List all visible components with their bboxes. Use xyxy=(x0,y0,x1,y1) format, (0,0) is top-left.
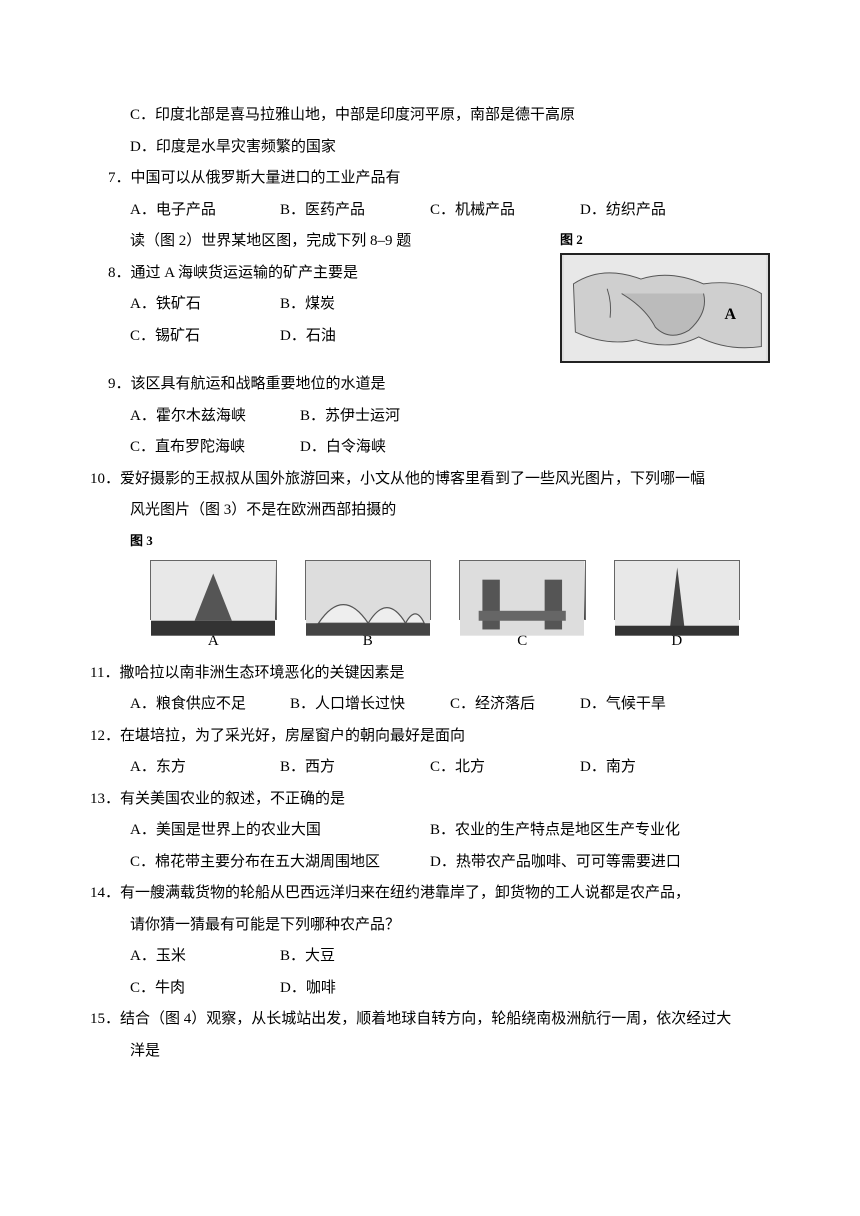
q7-options: A．电子产品 B．医药产品 C．机械产品 D．纺织产品 xyxy=(90,195,770,227)
q12-option-d: D．南方 xyxy=(580,752,730,784)
photo-c: C xyxy=(459,560,586,658)
map-image: A xyxy=(560,253,770,363)
q11-option-a: A．粮食供应不足 xyxy=(130,689,290,721)
q14-stem-line1: 14．有一艘满载货物的轮船从巴西远洋归来在纽约港靠岸了，卸货物的工人说都是农产品… xyxy=(90,878,770,910)
q13-stem: 13．有关美国农业的叙述，不正确的是 xyxy=(90,784,770,816)
q13-options-row2: C．棉花带主要分布在五大湖周围地区 D．热带农产品咖啡、可可等需要进口 xyxy=(90,847,770,879)
photo-row: A B C D xyxy=(90,554,770,658)
q14-option-b: B．大豆 xyxy=(280,941,430,973)
photo-b-image xyxy=(305,560,432,620)
q7-stem: 7．中国可以从俄罗斯大量进口的工业产品有 xyxy=(90,163,770,195)
q7-option-b: B．医药产品 xyxy=(280,195,430,227)
q11-option-d: D．气候干旱 xyxy=(580,689,666,721)
q8-option-b: B．煤炭 xyxy=(280,289,430,321)
map-point-a-label: A xyxy=(724,298,736,332)
q9-options-row1: A．霍尔木兹海峡 B．苏伊士运河 xyxy=(90,401,770,433)
q12-stem: 12．在堪培拉，为了采光好，房屋窗户的朝向最好是面向 xyxy=(90,721,770,753)
q7-option-c: C．机械产品 xyxy=(430,195,580,227)
photo-d: D xyxy=(614,560,741,658)
q8-option-d: D．石油 xyxy=(280,321,430,353)
q8-option-a: A．铁矿石 xyxy=(130,289,280,321)
q13-option-d: D．热带农产品咖啡、可可等需要进口 xyxy=(430,847,730,879)
q9-stem: 9．该区具有航运和战略重要地位的水道是 xyxy=(90,369,770,401)
q14-options-row1: A．玉米 B．大豆 xyxy=(90,941,770,973)
q6-option-c: C．印度北部是喜马拉雅山地，中部是印度河平原，南部是德干高原 xyxy=(90,100,770,132)
q7-option-a: A．电子产品 xyxy=(130,195,280,227)
q8-options-row2: C．锡矿石 D．石油 xyxy=(90,321,550,353)
q11-options: A．粮食供应不足 B．人口增长过快 C．经济落后 D．气候干旱 xyxy=(90,689,770,721)
figure-2-label: 图 2 xyxy=(560,226,770,253)
q11-option-b: B．人口增长过快 xyxy=(290,689,450,721)
q11-stem: 11．撒哈拉以南非洲生态环境恶化的关键因素是 xyxy=(90,658,770,690)
q13-option-a: A．美国是世界上的农业大国 xyxy=(130,815,430,847)
q9-option-b: B．苏伊士运河 xyxy=(300,401,400,433)
photo-d-image xyxy=(614,560,741,620)
photo-a-image xyxy=(150,560,277,620)
q14-options-row2: C．牛肉 D．咖啡 xyxy=(90,973,770,1005)
q12-options: A．东方 B．西方 C．北方 D．南方 xyxy=(90,752,770,784)
q14-option-a: A．玉米 xyxy=(130,941,280,973)
q9-option-c: C．直布罗陀海峡 xyxy=(130,432,300,464)
figure-3-label: 图 3 xyxy=(90,527,770,554)
q10-stem-line1: 10．爱好摄影的王叔叔从国外旅游回来，小文从他的博客里看到了一些风光图片，下列哪… xyxy=(90,464,770,496)
q10-stem-line2: 风光图片（图 3）不是在欧洲西部拍摄的 xyxy=(90,495,770,527)
q14-option-c: C．牛肉 xyxy=(130,973,280,1005)
q12-option-a: A．东方 xyxy=(130,752,280,784)
figure-2: 图 2 A xyxy=(560,226,770,363)
q13-option-b: B．农业的生产特点是地区生产专业化 xyxy=(430,815,730,847)
q15-stem-line2: 洋是 xyxy=(90,1036,770,1068)
q12-option-b: B．西方 xyxy=(280,752,430,784)
q14-stem-line2: 请你猜一猜最有可能是下列哪种农产品？ xyxy=(90,910,770,942)
q13-options-row1: A．美国是世界上的农业大国 B．农业的生产特点是地区生产专业化 xyxy=(90,815,770,847)
q12-option-c: C．北方 xyxy=(430,752,580,784)
q8-options-row1: A．铁矿石 B．煤炭 xyxy=(90,289,550,321)
q9-option-d: D．白令海峡 xyxy=(300,432,386,464)
photo-c-image xyxy=(459,560,586,620)
q6-option-d: D．印度是水旱灾害频繁的国家 xyxy=(90,132,770,164)
q9-option-a: A．霍尔木兹海峡 xyxy=(130,401,300,433)
q11-option-c: C．经济落后 xyxy=(450,689,580,721)
q9-options-row2: C．直布罗陀海峡 D．白令海峡 xyxy=(90,432,770,464)
q7-option-d: D．纺织产品 xyxy=(580,195,730,227)
photo-a: A xyxy=(150,560,277,658)
photo-b: B xyxy=(305,560,432,658)
q14-option-d: D．咖啡 xyxy=(280,973,430,1005)
q8-option-c: C．锡矿石 xyxy=(130,321,280,353)
q15-stem-line1: 15．结合（图 4）观察，从长城站出发，顺着地球自转方向，轮船绕南极洲航行一周，… xyxy=(90,1004,770,1036)
map-svg xyxy=(562,255,768,361)
q13-option-c: C．棉花带主要分布在五大湖周围地区 xyxy=(130,847,430,879)
